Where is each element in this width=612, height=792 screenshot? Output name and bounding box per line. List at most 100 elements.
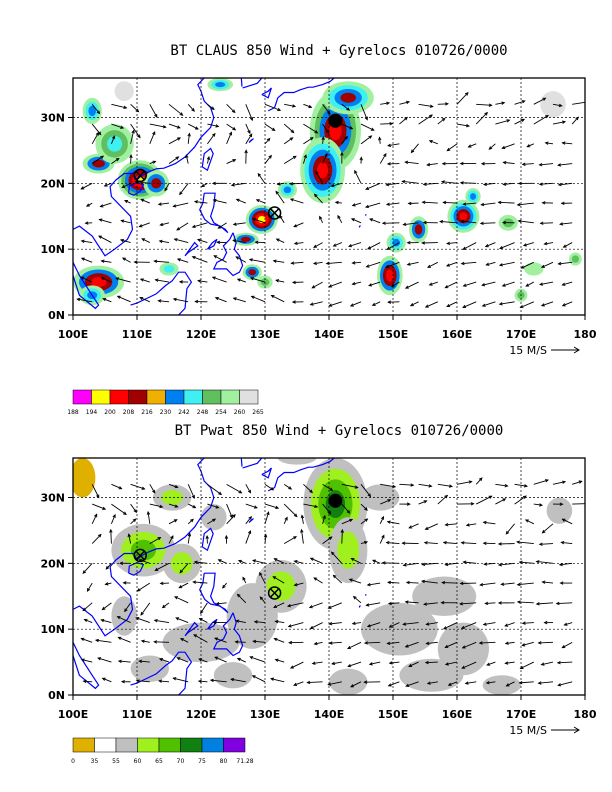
wind-vector xyxy=(341,136,348,145)
wind-arrowhead xyxy=(212,198,217,203)
shade-15-0 xyxy=(130,655,169,682)
wind-vector xyxy=(92,503,106,510)
wind-arrowhead xyxy=(502,182,507,186)
colorbar-label: 248 xyxy=(197,409,209,416)
wind-vector xyxy=(418,114,433,125)
wind-arrowhead xyxy=(157,536,162,541)
colorbar-label: 254 xyxy=(215,409,227,416)
gyre-marker-cross xyxy=(269,208,280,218)
wind-vector xyxy=(403,222,419,226)
wind-arrowhead xyxy=(276,182,281,186)
wind-arrowhead xyxy=(445,263,450,267)
wind-arrowhead xyxy=(274,658,279,662)
wind-vector xyxy=(506,681,515,687)
wind-vector xyxy=(520,301,534,308)
wind-vector xyxy=(367,622,381,628)
wind-arrowhead xyxy=(441,161,446,166)
wind-vector xyxy=(486,261,496,266)
wind-arrowhead xyxy=(275,505,280,510)
wind-arrowhead xyxy=(484,244,489,248)
wind-vector xyxy=(237,278,246,283)
wind-vector xyxy=(552,103,562,107)
wind-vector xyxy=(360,104,368,120)
reference-vector-label: 15 M/S xyxy=(509,344,547,357)
wind-arrowhead xyxy=(230,677,235,682)
wind-vector xyxy=(423,182,438,185)
gyre-marker-cross xyxy=(269,588,280,598)
colorbar-label: 70 xyxy=(177,758,185,765)
wind-vector xyxy=(445,562,458,566)
wind-arrowhead xyxy=(408,663,413,667)
wind-arrowhead xyxy=(460,261,465,266)
wind-vector xyxy=(379,153,387,164)
wind-arrowhead xyxy=(289,665,294,669)
wind-vector xyxy=(425,301,438,308)
wind-vector xyxy=(483,182,496,186)
wind-vector xyxy=(322,137,324,144)
wind-arrowhead xyxy=(421,200,426,205)
x-tick-label: 170E xyxy=(506,328,536,341)
wind-vector xyxy=(379,516,384,525)
wind-arrowhead xyxy=(288,640,293,645)
wind-vector xyxy=(348,242,362,247)
wind-vector xyxy=(389,661,400,664)
wind-arrowhead xyxy=(535,560,540,564)
colorbar-label: 80 xyxy=(220,758,228,765)
wind-vector xyxy=(558,681,573,686)
wind-arrowhead xyxy=(427,264,431,268)
wind-vector xyxy=(231,678,246,683)
wind-vector xyxy=(81,638,93,643)
wind-vector xyxy=(495,102,505,105)
wind-arrowhead xyxy=(445,102,449,106)
colorbar-swatch xyxy=(91,389,111,405)
wind-arrowhead xyxy=(459,161,464,166)
wind-vector xyxy=(405,681,419,687)
wind-arrowhead xyxy=(84,221,89,225)
wind-vector xyxy=(369,661,381,665)
wind-arrowhead xyxy=(159,581,164,586)
wind-arrowhead xyxy=(101,606,106,611)
wind-vector xyxy=(445,661,458,665)
wind-vector xyxy=(283,503,298,517)
wind-arrowhead xyxy=(367,246,372,250)
wind-vector xyxy=(173,298,189,303)
wind-arrowhead xyxy=(138,224,143,228)
wind-vector xyxy=(110,135,115,144)
wind-arrowhead xyxy=(516,540,521,544)
field-layer xyxy=(73,78,585,315)
wind-vector xyxy=(481,202,496,206)
wind-vector xyxy=(380,483,396,488)
wind-vector xyxy=(162,602,170,609)
wind-arrowhead xyxy=(210,106,215,111)
wind-arrowhead xyxy=(440,600,445,605)
wind-arrowhead xyxy=(346,510,351,514)
wind-vector xyxy=(365,182,381,190)
wind-vector xyxy=(140,602,151,616)
wind-vector xyxy=(226,123,236,131)
wind-vector xyxy=(461,261,477,265)
wind-arrowhead xyxy=(300,514,305,519)
wind-vector xyxy=(198,280,208,283)
wind-vector xyxy=(118,660,131,663)
wind-vector xyxy=(386,202,400,205)
wind-arrowhead xyxy=(425,622,430,626)
shade-7-0 xyxy=(201,504,227,531)
wind-arrowhead xyxy=(516,600,521,604)
wind-vector xyxy=(139,222,150,228)
wind-vector xyxy=(429,281,438,286)
wind-arrowhead xyxy=(488,146,493,150)
wind-arrowhead xyxy=(248,258,253,262)
wind-vector xyxy=(389,622,400,628)
wind-arrowhead xyxy=(386,101,391,106)
wind-arrowhead xyxy=(328,622,333,626)
wind-arrowhead xyxy=(272,576,277,580)
wind-vector xyxy=(245,516,252,525)
wind-vector xyxy=(475,112,488,125)
wind-vector xyxy=(288,622,304,627)
wind-arrowhead xyxy=(517,181,522,186)
wind-vector xyxy=(294,242,304,245)
wind-arrowhead xyxy=(124,608,128,613)
wind-vector xyxy=(264,155,272,164)
wind-vector xyxy=(427,681,438,684)
colorbar: 0 35 55 60 65 70 75 80 71.28 xyxy=(71,737,254,765)
